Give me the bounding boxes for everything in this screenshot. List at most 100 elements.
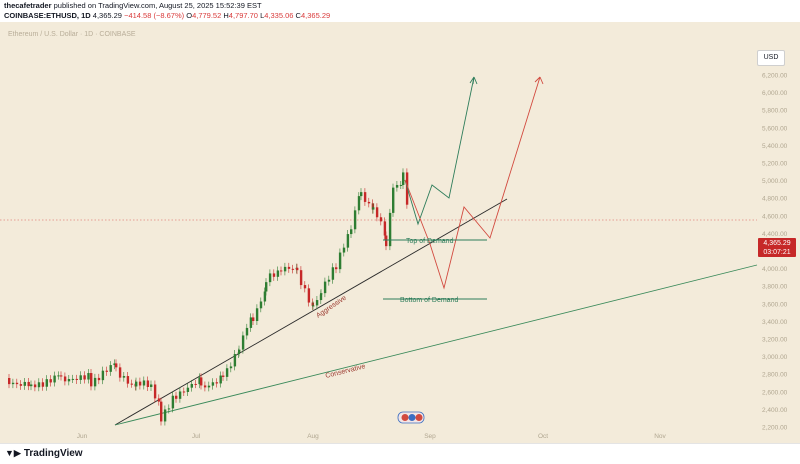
candle-body xyxy=(142,380,146,386)
candle-body xyxy=(402,172,405,185)
candle-body xyxy=(37,382,41,388)
candle-body xyxy=(388,212,392,247)
bearish-projection-path[interactable] xyxy=(404,76,541,290)
x-axis[interactable]: Jun Jul Aug Sep Oct Nov xyxy=(77,433,667,440)
candle-body xyxy=(320,293,323,295)
bullish-projection-path[interactable] xyxy=(404,76,475,226)
publish-line: thecafetrader published on TradingView.c… xyxy=(4,1,262,10)
candle-body xyxy=(122,376,126,378)
candle-body xyxy=(233,354,237,367)
candle-body xyxy=(215,382,218,384)
candle-body xyxy=(19,384,23,386)
candle-body xyxy=(45,379,48,387)
chart-pane[interactable]: Ethereum / U.S. Dollar · 1D · COINBASE 6… xyxy=(0,22,800,443)
y-tick-label: 5,200.00 xyxy=(762,161,788,168)
candle-body xyxy=(296,267,299,271)
candle-body xyxy=(175,395,178,399)
candle-body xyxy=(395,184,399,188)
y-tick-label: 2,400.00 xyxy=(762,407,788,414)
currency-button[interactable]: USD xyxy=(757,50,785,66)
candle-body xyxy=(198,377,201,385)
candle-body xyxy=(283,266,287,272)
price-change: −414.58 (−8.67%) xyxy=(124,11,185,20)
price-chart[interactable]: Ethereum / U.S. Dollar · 1D · COINBASE 6… xyxy=(0,22,800,443)
candle-body xyxy=(93,377,97,387)
candle-body xyxy=(323,281,327,294)
tradingview-logo[interactable]: ▼▶ TradingView xyxy=(5,448,83,459)
candle-body xyxy=(287,266,291,269)
candle-body xyxy=(194,383,197,385)
y-tick-label: 2,200.00 xyxy=(762,425,788,432)
candle-body xyxy=(263,291,267,302)
candle-body xyxy=(399,184,403,186)
candle-body xyxy=(153,384,157,399)
candle-body xyxy=(15,382,19,385)
candle-body xyxy=(109,365,112,372)
bottom-of-demand-label: Bottom of Demand xyxy=(400,297,458,304)
candle-body xyxy=(203,385,207,388)
candle-body xyxy=(360,192,363,197)
open-label: O xyxy=(186,11,193,20)
y-axis[interactable]: 6,200.00 6,000.00 5,800.00 5,600.00 5,400.00… xyxy=(762,73,788,432)
candle-body xyxy=(97,377,101,381)
footer: ▼▶ TradingView xyxy=(0,443,800,464)
candle-body xyxy=(238,349,241,353)
candle-body xyxy=(385,235,388,247)
author-name[interactable]: thecafetrader xyxy=(4,1,52,10)
publish-info: published on TradingView.com, August 25,… xyxy=(51,1,262,10)
last-price: 4,365.29 xyxy=(92,11,122,20)
candle-body xyxy=(113,363,116,366)
candle-body xyxy=(379,217,383,222)
candle-body xyxy=(138,381,142,386)
candle-body xyxy=(178,391,182,399)
y-tick-label: 5,800.00 xyxy=(762,108,788,115)
candle-body xyxy=(60,375,63,377)
x-tick-label: Oct xyxy=(538,433,548,440)
candle-body xyxy=(87,373,90,380)
candle-body xyxy=(331,267,335,280)
candle-body xyxy=(190,383,193,388)
candle-body xyxy=(53,375,56,383)
candle-body xyxy=(338,252,342,270)
x-tick-label: Nov xyxy=(654,433,666,440)
candle-body xyxy=(146,380,150,388)
candle-body xyxy=(49,379,52,383)
y-tick-label: 3,600.00 xyxy=(762,301,788,308)
y-tick-label: 3,200.00 xyxy=(762,337,788,344)
candle-body xyxy=(327,279,331,282)
candle-body xyxy=(167,408,171,410)
candle-body xyxy=(225,368,229,377)
candle-body xyxy=(276,270,280,277)
conservative-trendline[interactable] xyxy=(114,264,758,426)
event-flag-icon[interactable] xyxy=(397,411,425,424)
candle-body xyxy=(272,273,276,277)
candle-body xyxy=(363,192,367,202)
candle-body xyxy=(11,382,15,385)
red-arrowhead-icon xyxy=(534,76,544,85)
candle-body xyxy=(8,378,11,385)
candle-body xyxy=(130,383,133,385)
candle-body xyxy=(312,305,315,307)
candle-body xyxy=(367,201,371,204)
candle-body xyxy=(375,207,379,218)
candle-body xyxy=(63,376,67,382)
price-tag-countdown: 03:07:21 xyxy=(763,249,791,256)
candle-body xyxy=(33,384,37,388)
conservative-label: Conservative xyxy=(325,363,366,380)
x-tick-label: Aug xyxy=(307,433,319,440)
candle-body xyxy=(303,285,307,289)
price-tag-value: 4,365.29 xyxy=(763,240,791,247)
candle-body xyxy=(41,382,45,387)
candle-body xyxy=(392,187,395,213)
y-tick-label: 6,000.00 xyxy=(762,90,788,97)
y-tick-label: 5,000.00 xyxy=(762,178,788,185)
candle-body xyxy=(372,207,375,210)
candle-body xyxy=(255,308,259,322)
tradingview-logo-icon: ▼▶ xyxy=(5,448,21,458)
candle-body xyxy=(83,375,86,380)
candle-body xyxy=(30,384,33,387)
candle-body xyxy=(357,196,361,211)
y-tick-label: 3,000.00 xyxy=(762,354,788,361)
aggressive-trendline[interactable] xyxy=(114,198,508,426)
close-label: C xyxy=(295,11,301,20)
